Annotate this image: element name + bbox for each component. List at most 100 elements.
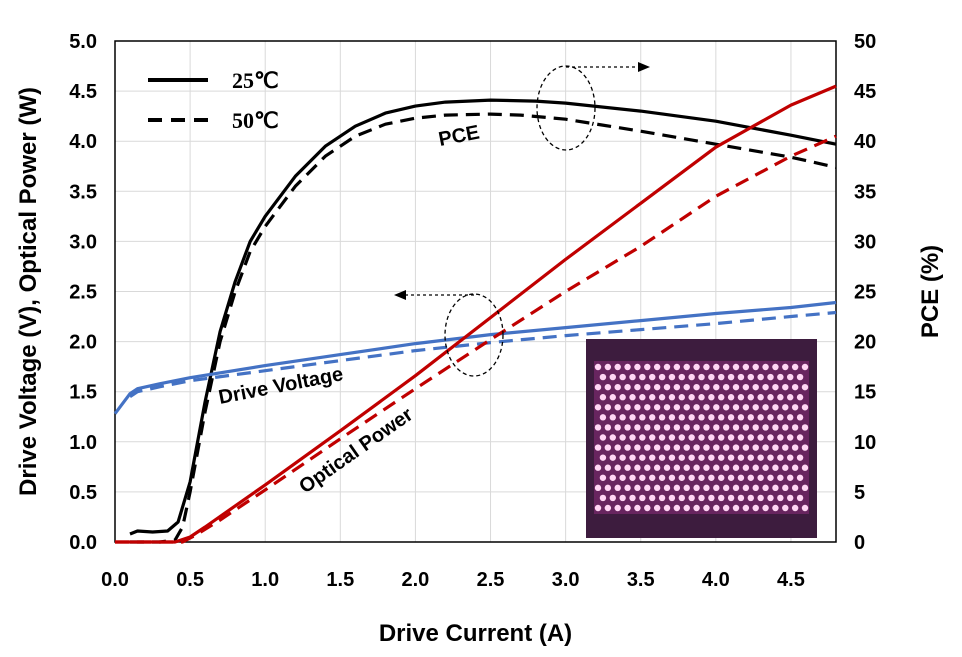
x-tick-label: 2.5 bbox=[477, 569, 505, 591]
emitter-dot bbox=[649, 394, 656, 401]
emitter-dot bbox=[777, 494, 784, 502]
emitter-dot bbox=[594, 464, 602, 471]
x-axis-label: Drive Current (A) bbox=[379, 620, 572, 647]
emitter-dot bbox=[752, 484, 759, 492]
emitter-dot bbox=[718, 454, 725, 461]
right-axis-arrowhead bbox=[638, 62, 650, 72]
emitter-dot bbox=[747, 394, 754, 401]
emitter-dot bbox=[629, 474, 636, 481]
emitter-dot bbox=[594, 404, 602, 411]
emitter-dot bbox=[762, 504, 769, 512]
emitter-dot bbox=[614, 404, 621, 411]
y-left-tick-label: 2.5 bbox=[69, 282, 97, 304]
emitter-dot bbox=[782, 444, 789, 451]
emitter-dot bbox=[678, 494, 685, 502]
emitter-dot bbox=[767, 434, 774, 441]
emitter-dot bbox=[722, 404, 730, 411]
power-group-ellipse bbox=[444, 293, 504, 377]
emitter-dot bbox=[693, 444, 700, 451]
emitter-dot bbox=[722, 484, 730, 492]
emitter-dot bbox=[722, 363, 730, 371]
emitter-dot bbox=[624, 484, 631, 492]
emitter-dot bbox=[693, 383, 700, 391]
emitter-dot bbox=[629, 434, 636, 441]
emitter-dot bbox=[604, 424, 612, 431]
emitter-dot bbox=[791, 404, 799, 411]
emitter-dot bbox=[727, 494, 735, 502]
series-line-drive-voltage-50c bbox=[129, 310, 837, 399]
y-left-tick-label: 4.0 bbox=[69, 131, 97, 153]
emitter-dot bbox=[762, 383, 769, 391]
plot-frame bbox=[114, 40, 837, 543]
emitter-dot bbox=[772, 464, 779, 471]
emitter-dot bbox=[614, 424, 621, 431]
emitter-dot bbox=[678, 373, 685, 381]
emitter-dot bbox=[777, 454, 784, 461]
emitter-dot bbox=[767, 394, 774, 401]
emitter-dot bbox=[727, 474, 735, 481]
emitter-dot bbox=[742, 484, 750, 492]
emitter-dot bbox=[718, 394, 725, 401]
emitter-dot bbox=[787, 494, 794, 502]
emitter-dot bbox=[732, 383, 740, 391]
pce-annotation: PCE bbox=[437, 121, 482, 150]
emitter-dot bbox=[703, 504, 710, 512]
emitter-dot bbox=[698, 394, 705, 401]
emitter-dot bbox=[713, 464, 720, 471]
emitter-dot bbox=[604, 404, 612, 411]
emitter-dot bbox=[787, 434, 794, 441]
emitter-dot bbox=[747, 414, 754, 421]
y-axis-left-label: Drive Voltage (V), Optical Power (W) bbox=[15, 87, 42, 496]
y-left-tick-label: 4.5 bbox=[69, 81, 97, 103]
emitter-dot bbox=[698, 454, 705, 461]
emitter-dot bbox=[772, 504, 779, 512]
emitter-dot bbox=[673, 404, 681, 411]
emitter-dot bbox=[752, 444, 759, 451]
emitter-dot bbox=[649, 474, 656, 481]
emitter-dot bbox=[599, 454, 607, 461]
emitter-dot bbox=[732, 464, 740, 471]
emitter-dot bbox=[639, 434, 646, 441]
emitter-dot bbox=[752, 504, 759, 512]
emitter-dot bbox=[757, 434, 764, 441]
emitter-dot bbox=[604, 484, 612, 492]
emitter-dot bbox=[658, 474, 666, 481]
emitter-dot bbox=[742, 404, 750, 411]
y-left-tick-label: 3.5 bbox=[69, 181, 97, 203]
emitter-dot bbox=[713, 383, 720, 391]
emitter-dot bbox=[787, 394, 794, 401]
x-tick-label: 1.0 bbox=[251, 569, 279, 591]
y-right-tick-label: 45 bbox=[854, 81, 876, 103]
emitter-dot bbox=[649, 373, 656, 381]
emitter-dot bbox=[791, 424, 799, 431]
emitter-dot bbox=[762, 424, 769, 431]
emitter-dot bbox=[742, 363, 750, 371]
emitter-dot bbox=[762, 484, 769, 492]
emitter-dot bbox=[718, 373, 725, 381]
emitter-dot bbox=[673, 484, 681, 492]
emitter-dot bbox=[791, 504, 799, 512]
emitter-dot bbox=[663, 404, 671, 411]
emitter-dot bbox=[639, 474, 646, 481]
emitter-dot bbox=[634, 383, 641, 391]
emitter-dot bbox=[703, 404, 710, 411]
y-axis-right-label: PCE (%) bbox=[917, 245, 944, 338]
emitter-dot bbox=[737, 373, 745, 381]
emitter-dot bbox=[737, 414, 745, 421]
emitter-dot bbox=[747, 454, 754, 461]
emitter-dot bbox=[644, 484, 651, 492]
y-right-tick-label: 30 bbox=[854, 231, 876, 253]
emitter-dot bbox=[772, 424, 779, 431]
emitter-dot bbox=[693, 404, 700, 411]
x-tick-label: 0.5 bbox=[176, 569, 204, 591]
emitter-dot bbox=[752, 464, 759, 471]
emitter-dot bbox=[639, 394, 646, 401]
emitter-dot bbox=[634, 404, 641, 411]
emitter-dot bbox=[762, 444, 769, 451]
pce-group-ellipse bbox=[536, 65, 596, 151]
emitter-dot bbox=[614, 363, 621, 371]
emitter-dot bbox=[649, 454, 656, 461]
legend: 25℃ 50℃ bbox=[148, 68, 279, 133]
emitter-dot bbox=[718, 474, 725, 481]
emitter-dot bbox=[703, 363, 710, 371]
